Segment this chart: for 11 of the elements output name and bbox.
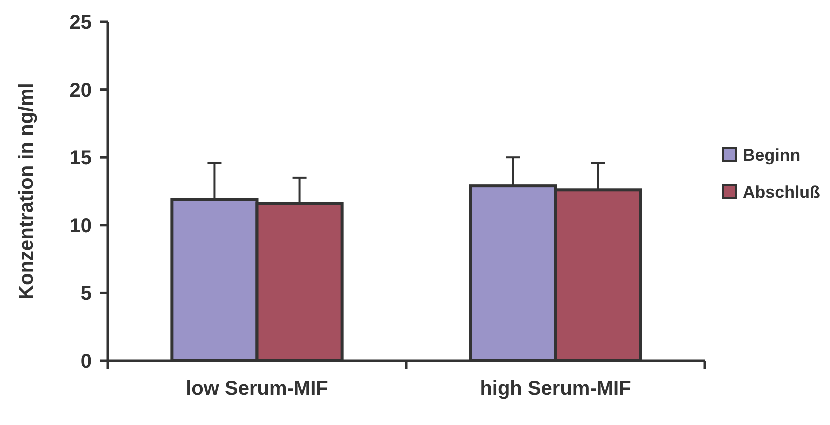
legend-label: Beginn [743,146,801,165]
y-tick-label: 5 [80,283,92,306]
y-tick-label: 20 [70,80,92,102]
x-tick-label: low Serum-MIF [186,378,328,400]
x-tick-label: high Serum-MIF [480,378,632,400]
legend-label: Abschluß [743,182,820,202]
y-tick-label: 25 [70,12,92,34]
y-axis-title: Konzentration in ng/ml [16,83,38,300]
y-tick-label: 10 [70,215,92,238]
y-tick-label: 0 [80,351,92,373]
y-tick-label: 15 [70,148,92,170]
